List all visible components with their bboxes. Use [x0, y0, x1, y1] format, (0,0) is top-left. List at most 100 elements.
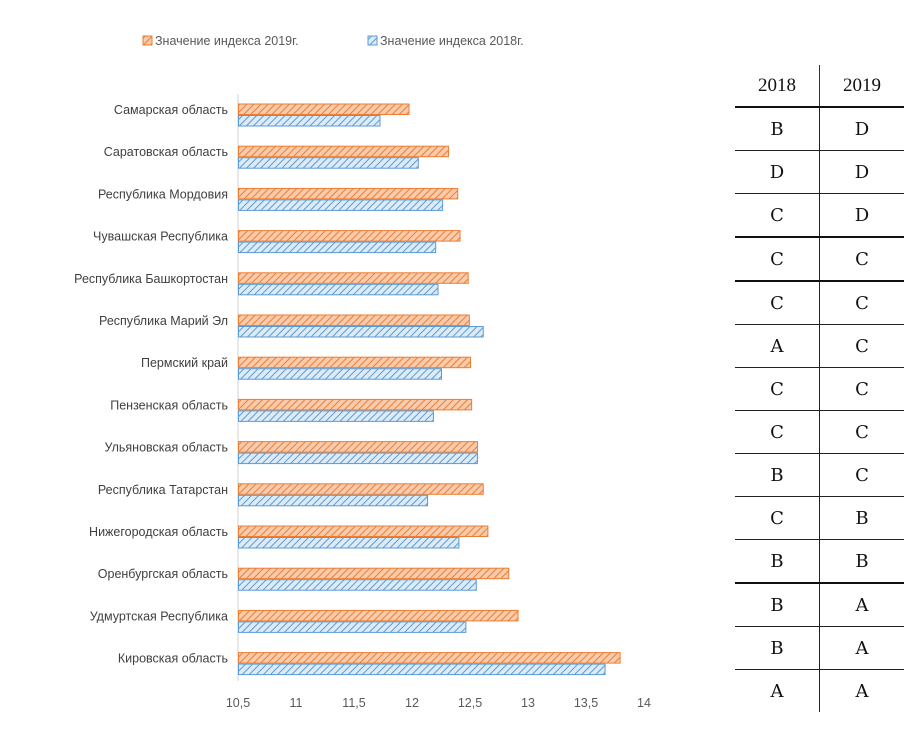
- grade-2019-cell: A: [855, 594, 869, 616]
- bar-2018: [238, 494, 429, 507]
- bar-2018: [238, 157, 419, 169]
- bar-2018: [238, 326, 484, 338]
- bar-2019: [238, 652, 621, 664]
- grade-2018-cell: B: [735, 108, 820, 150]
- grade-2019-cell: B: [855, 507, 869, 529]
- grade-2018-cell: A: [735, 325, 820, 367]
- grade-2019-cell: B: [855, 550, 869, 572]
- category-label: Кировская область: [118, 652, 228, 666]
- grade-2019-cell: C: [855, 378, 869, 400]
- grade-2019-cell: C: [855, 421, 869, 443]
- bar-2019: [238, 609, 519, 622]
- bar-2019: [238, 356, 471, 369]
- bar-2018: [238, 663, 606, 676]
- bar-2019: [238, 398, 473, 411]
- x-tick-label: 12: [405, 696, 419, 710]
- bar-2018: [238, 410, 434, 422]
- category-label: Удмуртская Республика: [90, 609, 228, 623]
- bar-2019: [238, 483, 484, 495]
- bar-2019: [238, 441, 478, 453]
- category-label: Республика Мордовия: [98, 187, 228, 201]
- x-tick-label: 10,5: [226, 696, 250, 710]
- legend-label-2018: Значение индекса 2018г.: [380, 34, 524, 48]
- legend-label-2019: Значение индекса 2019г.: [155, 34, 299, 48]
- bar-2018: [238, 537, 460, 549]
- grade-2019-cell: C: [855, 464, 869, 486]
- grade-2018-cell: D: [735, 151, 820, 193]
- bar-2018: [238, 452, 478, 465]
- x-tick-label: 13,5: [574, 696, 598, 710]
- legend-swatch-2018: [367, 35, 378, 46]
- horizontal-bar-chart: Значение индекса 2019г. Значение индекса …: [74, 34, 651, 710]
- grade-2019-cell: C: [855, 335, 869, 357]
- bar-2019: [238, 272, 469, 284]
- grade-2018-cell: B: [735, 454, 820, 496]
- grade-2019-cell: D: [854, 118, 870, 140]
- bar-2019: [238, 103, 410, 115]
- x-tick-label: 14: [637, 696, 651, 710]
- bar-2018: [238, 283, 439, 296]
- legend-swatch-2019: [142, 35, 153, 46]
- category-label: Ульяновская область: [104, 441, 228, 455]
- bar-2019: [238, 314, 470, 326]
- category-label: Республика Татарстан: [98, 483, 228, 497]
- category-label: Пермский край: [141, 356, 228, 370]
- bar-2018: [238, 621, 467, 633]
- category-label: Саратовская область: [104, 145, 228, 159]
- grade-2018-cell: C: [735, 194, 820, 236]
- chart-panel: Значение индекса 2019г. Значение индекса …: [8, 10, 686, 726]
- grade-2019-cell: C: [855, 248, 869, 270]
- grade-2019-cell: C: [855, 292, 869, 314]
- grade-2018-cell: C: [735, 497, 820, 539]
- category-label: Республика Марий Эл: [99, 314, 228, 328]
- grade-2018-cell: A: [735, 670, 820, 712]
- bar-2019: [238, 145, 449, 158]
- grade-2018-cell: B: [735, 584, 820, 626]
- grade-2018-cell: B: [735, 540, 820, 582]
- grade-2018-cell: C: [735, 282, 820, 324]
- grade-2019-cell: D: [854, 204, 870, 226]
- x-tick-label: 11,5: [342, 696, 365, 710]
- table-header-2018: 2018: [735, 65, 820, 106]
- bar-2018: [238, 368, 442, 380]
- bar-2018: [238, 579, 477, 591]
- grade-2018-cell: C: [735, 411, 820, 453]
- bar-2018: [238, 241, 437, 254]
- table-header-2019: 2019: [843, 74, 881, 96]
- x-tick-label: 13: [521, 696, 535, 710]
- grade-2018-cell: B: [735, 627, 820, 669]
- grade-2019-cell: A: [855, 637, 869, 659]
- category-label: Оренбургская область: [98, 567, 228, 581]
- x-tick-label: 12,5: [458, 696, 482, 710]
- category-label: Самарская область: [114, 103, 228, 117]
- category-label: Пензенская область: [110, 398, 228, 412]
- category-label: Нижегородская область: [89, 525, 228, 539]
- grade-2018-cell: C: [735, 368, 820, 410]
- category-label: Чувашская Республика: [93, 230, 228, 244]
- bar-2018: [238, 199, 444, 211]
- bar-2018: [238, 115, 381, 127]
- grade-2018-cell: C: [735, 238, 820, 280]
- bar-2019: [238, 567, 510, 580]
- x-tick-label: 11: [290, 696, 303, 710]
- bar-2019: [238, 525, 489, 537]
- grade-2019-cell: A: [855, 680, 869, 702]
- grade-2019-cell: D: [854, 161, 870, 183]
- category-label: Республика Башкортостан: [74, 272, 228, 286]
- table-header: 2018 2019: [735, 65, 904, 106]
